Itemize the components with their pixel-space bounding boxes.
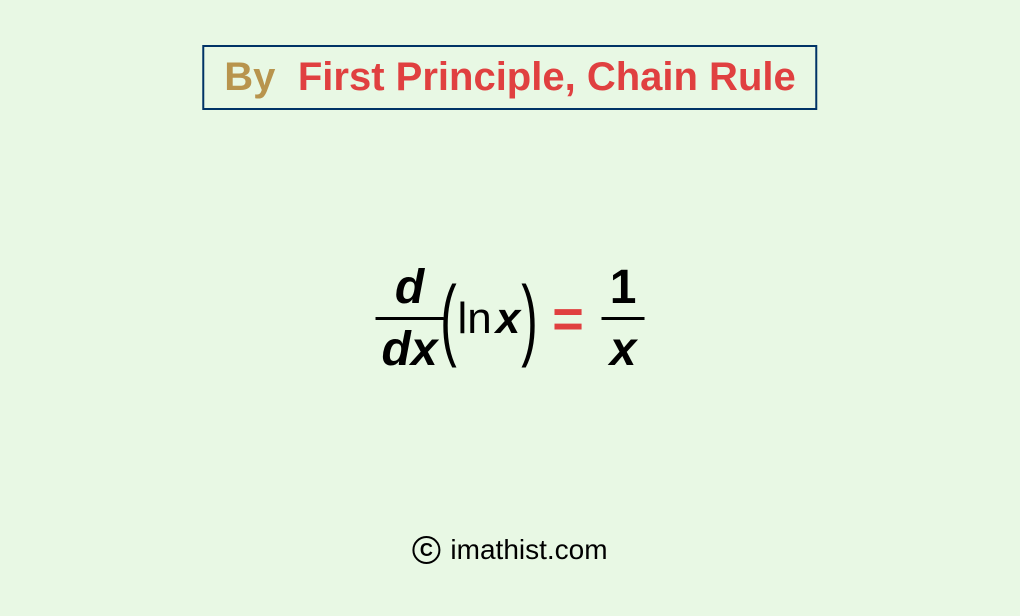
result-fraction: 1 x [602,260,645,377]
copyright-text: imathist.com [450,534,607,566]
formula: d dx ( lnx ) = 1 x [376,260,645,377]
derivative-fraction: d dx [376,260,444,377]
copyright-icon: C [412,536,440,564]
result-numerator: 1 [602,260,645,317]
title-rest-text: First Principle, Chain Rule [298,55,796,99]
title-by-text: By [224,55,275,99]
equals-sign: = [552,288,584,350]
derivative-numerator: d [389,260,430,317]
result-denominator: x [602,320,645,377]
ln-operator: ln [458,294,492,343]
ln-variable: x [496,294,520,343]
function-lnx: lnx [454,294,525,344]
copyright: C imathist.com [412,534,607,566]
title-box: By First Principle, Chain Rule [202,45,817,110]
derivative-denominator: dx [376,320,444,377]
paren-left: ( [440,274,456,364]
paren-right: ) [521,274,537,364]
